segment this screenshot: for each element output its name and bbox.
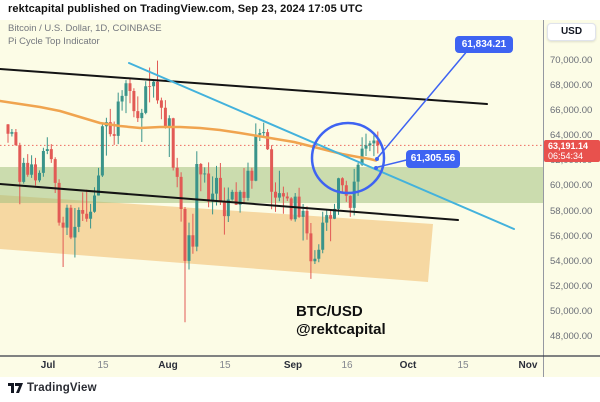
price-tick-label: 52,000.00 <box>550 280 593 292</box>
time-tick-label: Sep <box>283 360 303 371</box>
price-tick-label: 60,000.00 <box>550 180 593 192</box>
tradingview-logo-icon <box>8 383 23 393</box>
time-tick-label: Jul <box>40 360 56 371</box>
last-price-value: 63,191.14 <box>548 141 589 151</box>
symbol-title[interactable]: Bitcoin / U.S. Dollar, 1D, COINBASE <box>8 23 162 34</box>
watermark: BTC/USD @rektcapital <box>296 303 386 339</box>
indicator-title[interactable]: Pi Cycle Top Indicator <box>8 36 100 47</box>
watermark-symbol: BTC/USD <box>296 303 363 320</box>
time-tick-label: 15 <box>219 360 231 371</box>
projection-line-to-upper-callout[interactable] <box>376 52 467 160</box>
currency-toggle-button[interactable]: USD <box>547 23 596 41</box>
publish-note: rektcapital published on TradingView.com… <box>8 3 363 15</box>
footer-bar: TradingView <box>0 377 600 402</box>
up-candle-bodies <box>10 81 376 262</box>
publish-bar: rektcapital published on TradingView.com… <box>0 0 600 20</box>
price-callout-lower[interactable]: 61,305.56 <box>406 150 460 168</box>
watermark-handle: @rektcapital <box>296 321 386 338</box>
price-tick-label: 48,000.00 <box>550 331 593 342</box>
chart-legend[interactable]: Bitcoin / U.S. Dollar, 1D, COINBASE Pi C… <box>8 22 162 48</box>
price-tick-label: 50,000.00 <box>550 305 593 317</box>
price-tick-label: 58,000.00 <box>550 205 593 217</box>
price-tick-label: 54,000.00 <box>550 255 593 267</box>
diagonal-resistance-line[interactable] <box>128 62 515 230</box>
breakout-highlight-circle[interactable] <box>310 121 386 195</box>
price-tick-label: 68,000.00 <box>550 80 593 92</box>
descending-channel-band[interactable] <box>0 195 433 282</box>
price-tick-label: 56,000.00 <box>550 230 593 242</box>
price-tick-label: 66,000.00 <box>550 105 593 117</box>
time-axis[interactable]: Jul 15 Aug 15 Sep 16 Oct 15 Nov <box>0 357 600 377</box>
callout-anchor-dot <box>374 166 378 170</box>
time-tick-label: 15 <box>97 360 109 371</box>
price-axis[interactable]: 70,000.0068,000.0066,000.0064,000.0062,0… <box>543 20 600 377</box>
tradingview-brand-link[interactable]: TradingView <box>8 382 97 394</box>
time-tick-label: Nov <box>518 360 538 371</box>
last-price-badge: 63,191.14 06:54:34 <box>544 140 600 162</box>
candle-countdown: 06:54:34 <box>548 151 584 161</box>
callout-anchor-dot <box>375 157 379 161</box>
time-tick-label: 16 <box>341 360 353 371</box>
time-tick-label: 15 <box>457 360 469 371</box>
time-tick-label: Aug <box>158 360 178 371</box>
price-tick-label: 64,000.00 <box>550 130 593 142</box>
time-tick-label: Oct <box>399 360 417 371</box>
lower-support-trendline[interactable] <box>0 183 459 221</box>
price-tick-label: 70,000.00 <box>550 55 593 66</box>
tradingview-brand-label: TradingView <box>27 382 97 394</box>
price-callout-upper[interactable]: 61,834.21 <box>455 36 513 53</box>
upper-resistance-trendline[interactable] <box>0 68 488 105</box>
pi-cycle-ma-line[interactable] <box>0 99 378 162</box>
